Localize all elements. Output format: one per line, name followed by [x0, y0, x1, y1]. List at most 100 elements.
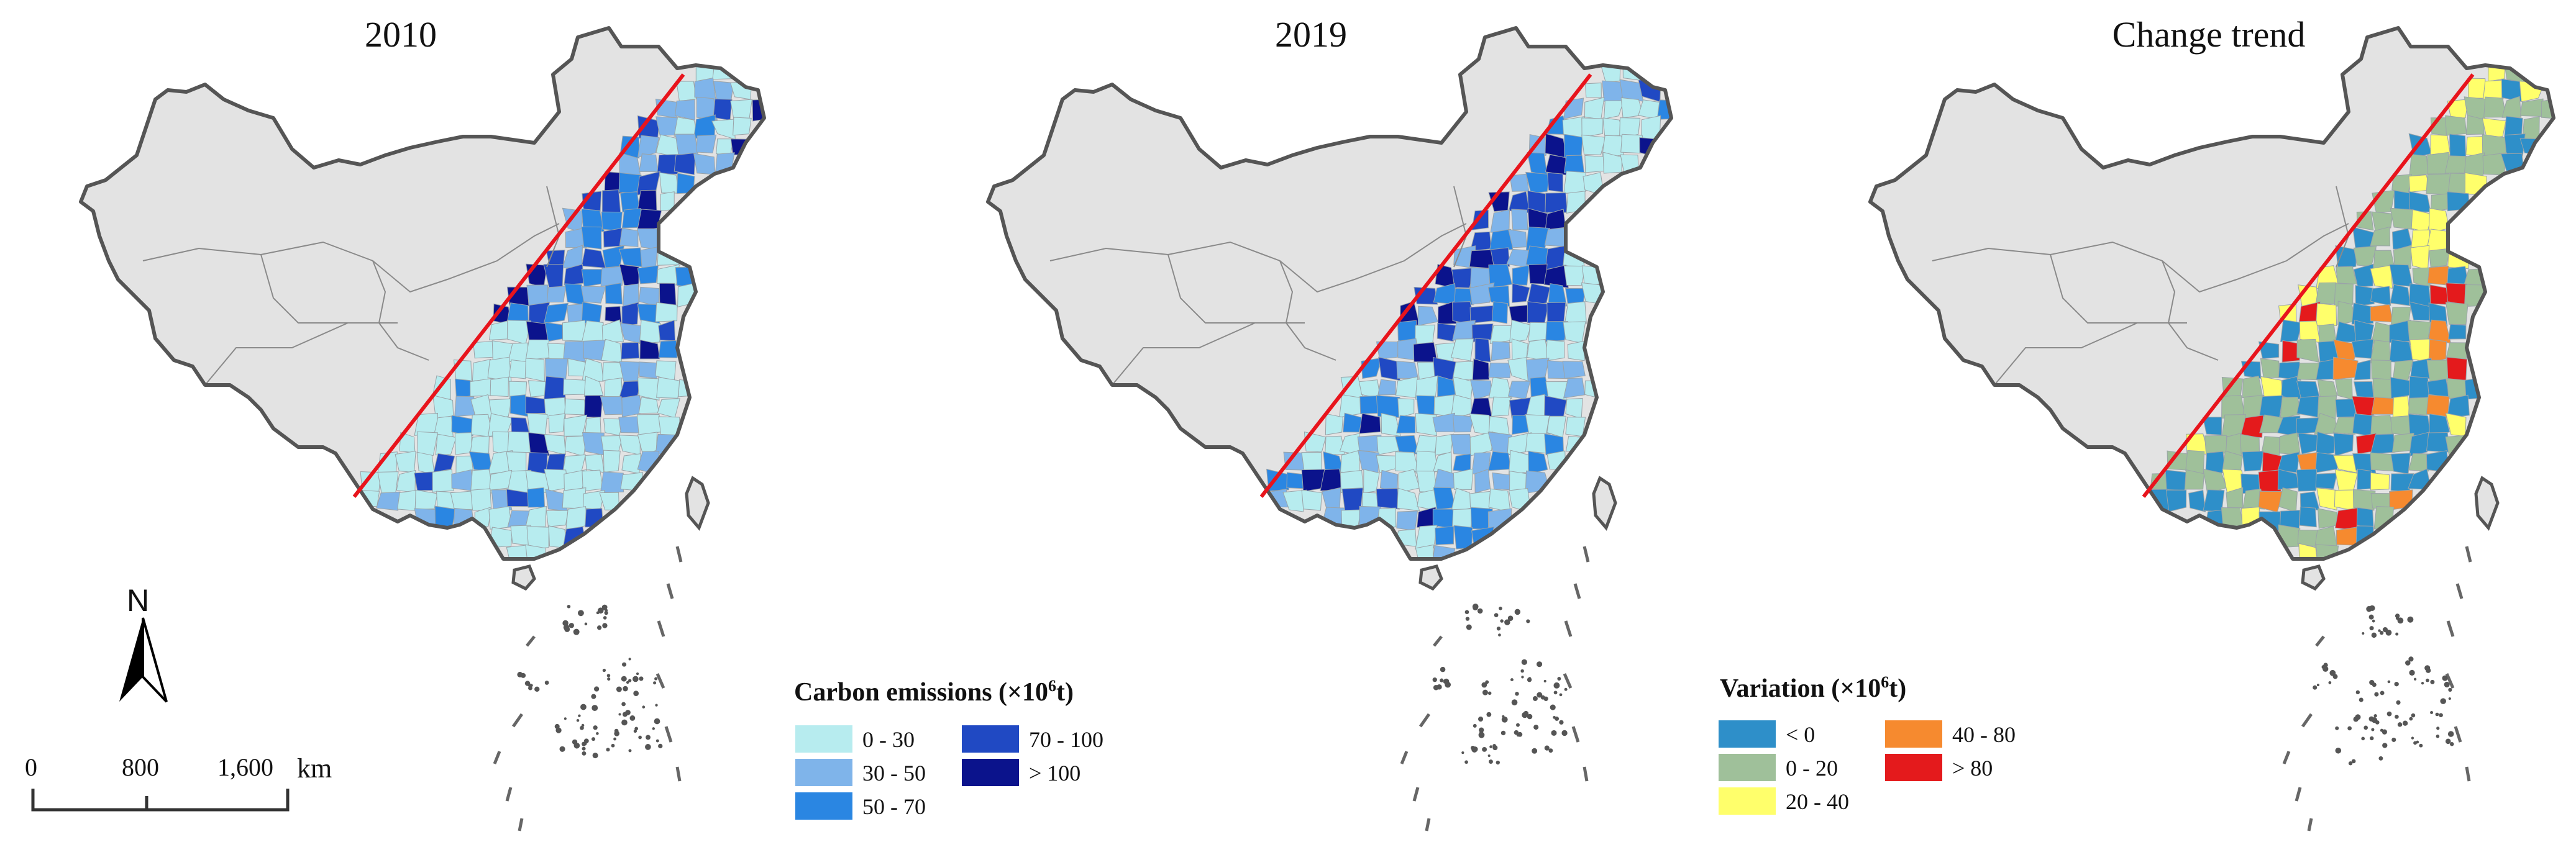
nine-dash-line: [1573, 583, 1581, 599]
nine-dash-line: [493, 751, 501, 764]
prefecture-unit: [2336, 527, 2358, 546]
south-china-sea-island: [578, 714, 581, 717]
south-china-sea-island: [594, 686, 600, 692]
south-china-sea-island: [2323, 663, 2328, 668]
south-china-sea-island: [1550, 704, 1556, 710]
prefecture-unit: [2184, 469, 2204, 490]
south-china-sea-island: [596, 625, 602, 630]
south-china-sea-island: [1464, 760, 1468, 764]
prefecture-unit: [565, 227, 587, 248]
prefecture-unit: [2410, 245, 2430, 271]
prefecture-unit: [1507, 432, 1532, 455]
south-china-sea-island: [628, 679, 632, 682]
south-china-sea-island: [1440, 666, 1446, 673]
prefecture-unit: [2298, 543, 2319, 559]
legend-carbon-label-0: 0 - 30: [862, 727, 915, 752]
nine-dash-line: [2315, 635, 2325, 647]
prefecture-unit: [693, 153, 716, 175]
south-china-sea-island: [520, 673, 526, 678]
prefecture-unit: [1564, 134, 1583, 158]
nine-dash-line: [675, 546, 683, 563]
south-china-sea-island: [1461, 751, 1464, 754]
prefecture-units: [2147, 58, 2554, 559]
prefecture-unit: [451, 415, 473, 437]
prefecture-unit: [2449, 134, 2467, 158]
south-china-sea-island: [605, 609, 608, 612]
prefecture-unit: [582, 432, 605, 456]
south-china-sea-island: [1540, 695, 1545, 700]
south-china-sea-island: [1551, 730, 1557, 736]
prefecture-unit: [546, 286, 567, 303]
prefecture-unit: [1565, 417, 1586, 437]
south-china-sea-island: [2413, 741, 2417, 745]
prefecture-unit: [1581, 134, 1606, 155]
south-china-sea-island: [2444, 681, 2450, 687]
prefecture-unit: [2446, 394, 2470, 419]
prefecture-unit: [1397, 487, 1420, 512]
prefecture-unit: [546, 510, 569, 527]
south-china-sea-island: [2402, 720, 2408, 726]
national-border: [79, 26, 766, 561]
south-china-sea-island: [607, 677, 611, 681]
south-china-sea-island: [569, 623, 574, 628]
south-china-sea-island: [1489, 759, 1493, 764]
prefecture-unit: [1397, 398, 1415, 418]
south-china-sea-island: [2361, 736, 2365, 741]
south-china-sea-island: [638, 735, 642, 740]
prefecture-unit: [2315, 282, 2337, 304]
south-china-sea-island: [1544, 745, 1550, 751]
prefecture-unit: [2333, 433, 2354, 456]
prefecture-unit: [1343, 412, 1363, 433]
south-china-sea-island: [622, 712, 628, 717]
prefecture-unit: [543, 376, 566, 401]
legend-variation-swatch-2: [1719, 787, 1776, 815]
prefecture-unit: [619, 152, 641, 177]
province-boundary: [1279, 260, 1336, 361]
prefecture-unit: [2278, 361, 2301, 381]
prefecture-unit: [603, 450, 621, 473]
taiwan-island: [2474, 476, 2500, 531]
prefecture-unit: [564, 398, 586, 415]
south-china-sea-island: [2430, 679, 2435, 684]
south-china-sea-island: [2382, 743, 2388, 748]
prefecture-unit: [525, 505, 547, 527]
prefecture-unit: [524, 358, 545, 382]
south-china-sea-island: [1555, 716, 1560, 721]
province-boundary: [2162, 260, 2219, 361]
south-china-sea-island: [562, 620, 569, 627]
prefecture-unit: [1567, 340, 1587, 361]
prefecture-unit: [600, 471, 624, 493]
prefecture-unit: [470, 435, 490, 455]
prefecture-unit: [2314, 452, 2339, 473]
prefecture-unit: [1377, 379, 1396, 396]
prefecture-unit: [636, 414, 662, 435]
prefecture-unit: [659, 172, 680, 194]
prefecture-unit: [2165, 489, 2187, 512]
prefecture-unit: [1509, 319, 1532, 343]
south-china-sea-island: [1507, 615, 1514, 621]
nine-dash-line: [2454, 726, 2462, 743]
south-china-sea-island: [1464, 610, 1469, 615]
prefecture-unit: [1562, 361, 1586, 379]
prefecture-unit: [1472, 358, 1490, 381]
south-china-sea-island: [1559, 720, 1564, 725]
south-china-sea-island: [592, 753, 598, 759]
prefecture-unit: [2393, 245, 2412, 269]
south-china-sea-island: [1473, 746, 1478, 752]
legend-carbon-swatch-3: [962, 725, 1019, 753]
prefecture-unit: [1453, 468, 1474, 491]
prefecture-unit: [1584, 155, 1606, 173]
legend-carbon-swatch-2: [795, 792, 852, 820]
south-china-sea-island: [645, 744, 651, 750]
south-china-sea-island: [2370, 736, 2374, 741]
prefecture-unit: [416, 431, 438, 456]
south-china-sea-island: [642, 705, 646, 709]
prefecture-unit: [2370, 286, 2391, 306]
prefecture-unit: [1488, 377, 1512, 399]
nine-dash-line: [1418, 713, 1431, 728]
south-china-sea-island: [591, 705, 598, 711]
south-china-sea-island: [1489, 745, 1493, 749]
south-china-sea-island: [1492, 744, 1496, 748]
prefecture-unit: [2390, 207, 2414, 230]
south-china-sea-island: [2348, 761, 2353, 766]
